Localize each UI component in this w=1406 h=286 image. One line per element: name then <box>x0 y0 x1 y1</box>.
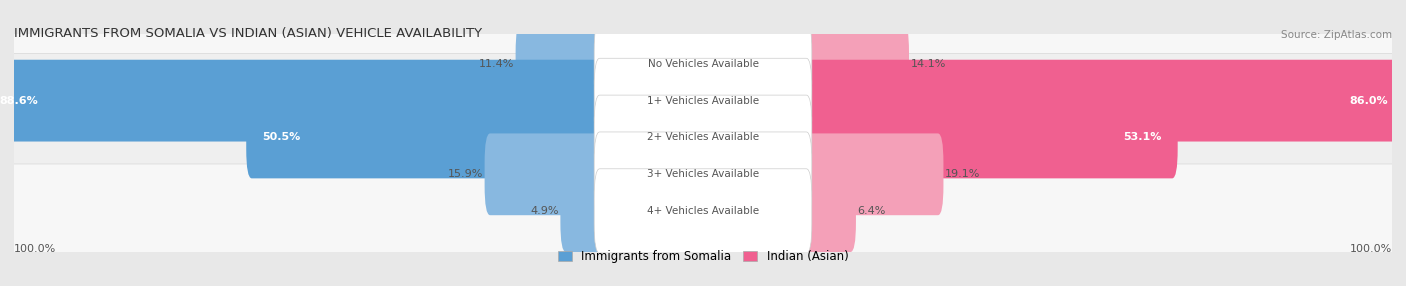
FancyBboxPatch shape <box>6 17 1400 111</box>
FancyBboxPatch shape <box>516 23 605 105</box>
FancyBboxPatch shape <box>801 23 910 105</box>
Text: 6.4%: 6.4% <box>858 206 886 216</box>
Text: 4+ Vehicles Available: 4+ Vehicles Available <box>647 206 759 216</box>
Text: IMMIGRANTS FROM SOMALIA VS INDIAN (ASIAN) VEHICLE AVAILABILITY: IMMIGRANTS FROM SOMALIA VS INDIAN (ASIAN… <box>14 27 482 40</box>
FancyBboxPatch shape <box>595 95 811 180</box>
Text: 2+ Vehicles Available: 2+ Vehicles Available <box>647 132 759 142</box>
Text: 100.0%: 100.0% <box>14 244 56 254</box>
Text: 11.4%: 11.4% <box>479 59 515 69</box>
FancyBboxPatch shape <box>6 90 1400 185</box>
FancyBboxPatch shape <box>595 21 811 106</box>
Legend: Immigrants from Somalia, Indian (Asian): Immigrants from Somalia, Indian (Asian) <box>558 250 848 263</box>
FancyBboxPatch shape <box>801 170 856 252</box>
FancyBboxPatch shape <box>485 134 605 215</box>
FancyBboxPatch shape <box>801 60 1405 142</box>
FancyBboxPatch shape <box>6 127 1400 221</box>
Text: 50.5%: 50.5% <box>262 132 301 142</box>
FancyBboxPatch shape <box>595 132 811 217</box>
FancyBboxPatch shape <box>6 164 1400 258</box>
FancyBboxPatch shape <box>0 60 605 142</box>
FancyBboxPatch shape <box>246 97 605 178</box>
Text: 1+ Vehicles Available: 1+ Vehicles Available <box>647 96 759 106</box>
Text: 19.1%: 19.1% <box>945 169 980 179</box>
FancyBboxPatch shape <box>801 97 1178 178</box>
Text: No Vehicles Available: No Vehicles Available <box>648 59 758 69</box>
FancyBboxPatch shape <box>801 134 943 215</box>
Text: 100.0%: 100.0% <box>1350 244 1392 254</box>
Text: 86.0%: 86.0% <box>1350 96 1389 106</box>
Text: 3+ Vehicles Available: 3+ Vehicles Available <box>647 169 759 179</box>
Text: Source: ZipAtlas.com: Source: ZipAtlas.com <box>1281 30 1392 40</box>
Text: 15.9%: 15.9% <box>449 169 484 179</box>
FancyBboxPatch shape <box>595 169 811 253</box>
Text: 4.9%: 4.9% <box>530 206 560 216</box>
Text: 88.6%: 88.6% <box>0 96 38 106</box>
Text: 14.1%: 14.1% <box>910 59 946 69</box>
FancyBboxPatch shape <box>595 58 811 143</box>
FancyBboxPatch shape <box>561 170 605 252</box>
Text: 53.1%: 53.1% <box>1123 132 1161 142</box>
FancyBboxPatch shape <box>6 53 1400 148</box>
